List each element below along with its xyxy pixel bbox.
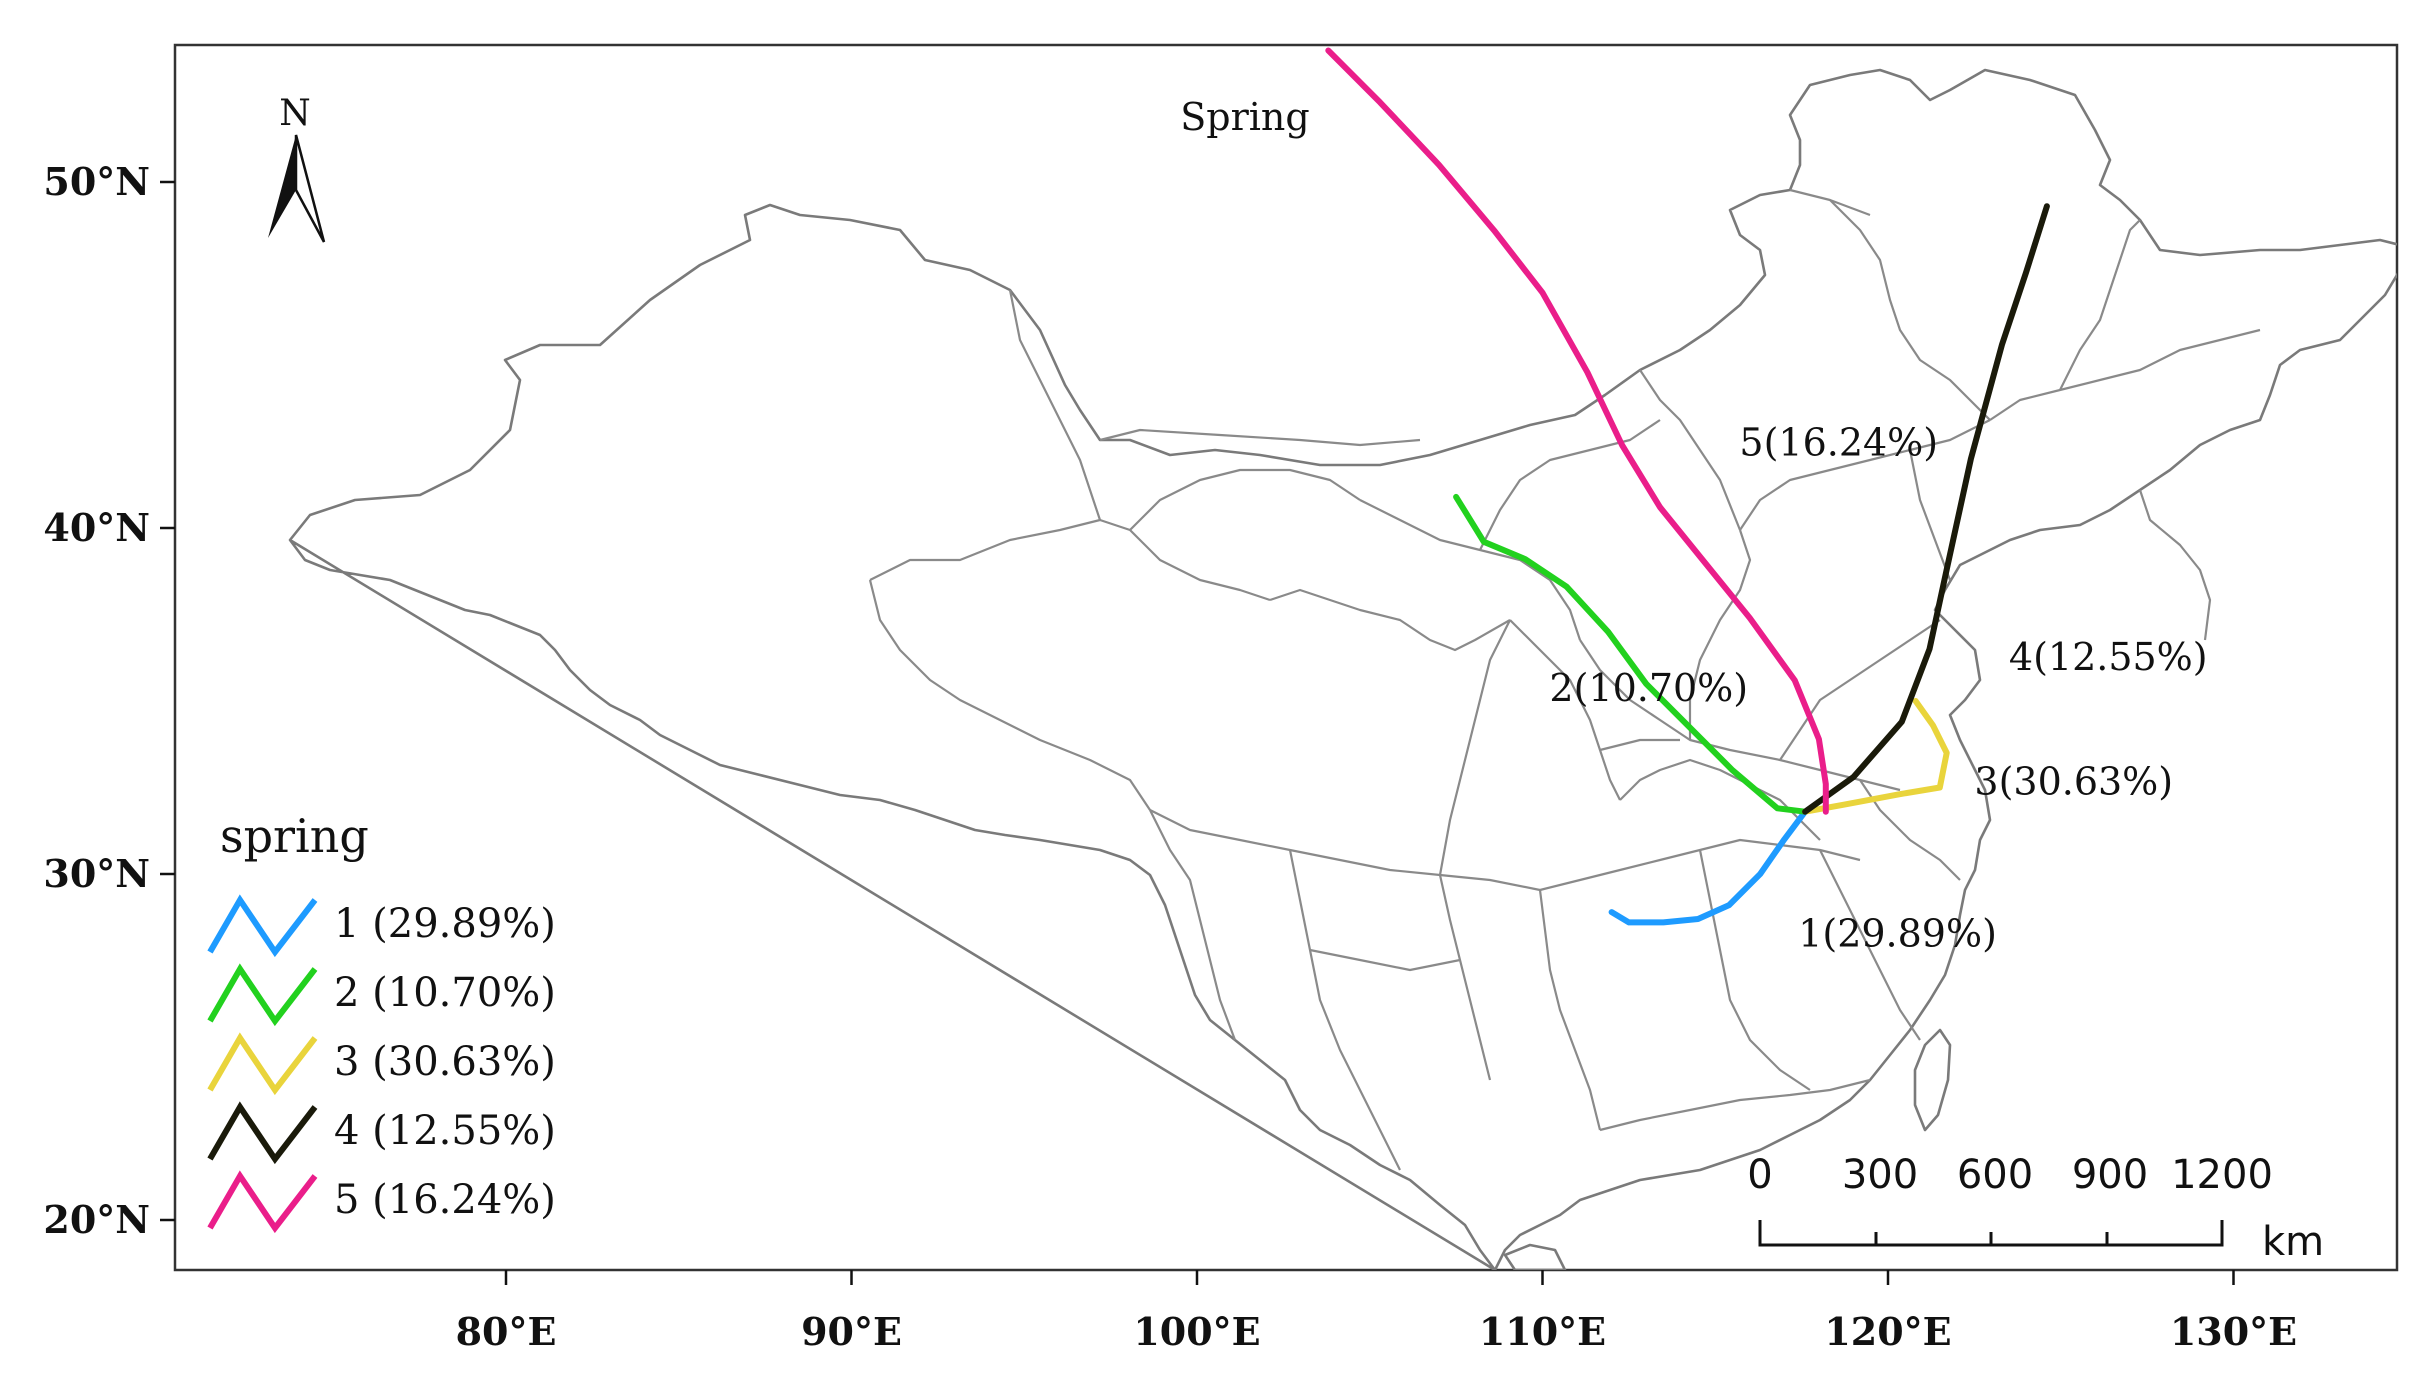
legend-title: spring <box>220 809 369 863</box>
trajectory-label-1: 1(29.89%) <box>1798 912 1997 956</box>
trajectory-label-5: 5(16.24%) <box>1739 420 1938 464</box>
scale-bar-tick-0: 0 <box>1747 1152 1772 1198</box>
legend-item-4: 4 (12.55%) <box>334 1108 556 1154</box>
scale-bar-tick-900: 900 <box>2072 1152 2148 1198</box>
north-arrow-label: N <box>279 93 311 134</box>
legend-item-2: 2 (10.70%) <box>334 970 556 1016</box>
map-title: Spring <box>1180 95 1309 139</box>
lon-label: 80°E <box>456 1309 557 1354</box>
scale-bar-tick-600: 600 <box>1957 1152 2033 1198</box>
trajectory-label-3: 3(30.63%) <box>1974 759 2173 803</box>
scale-bar-tick-1200: 1200 <box>2171 1152 2273 1198</box>
lon-label: 100°E <box>1133 1309 1260 1354</box>
legend-item-1: 1 (29.89%) <box>334 901 556 947</box>
trajectory-label-2: 2(10.70%) <box>1549 666 1748 710</box>
lat-label: 50°N <box>43 159 150 204</box>
lat-label: 20°N <box>43 1197 150 1242</box>
lon-label: 130°E <box>2170 1309 2297 1354</box>
legend-item-5: 5 (16.24%) <box>334 1177 556 1223</box>
lon-label: 90°E <box>801 1309 902 1354</box>
longitude-labels: 80°E 90°E 100°E 110°E 120°E 130°E <box>456 1270 2298 1354</box>
scale-bar-unit: km <box>2262 1219 2324 1265</box>
lon-label: 120°E <box>1824 1309 1951 1354</box>
lat-label: 40°N <box>43 505 150 550</box>
lon-label: 110°E <box>1479 1309 1606 1354</box>
scale-bar-tick-300: 300 <box>1842 1152 1918 1198</box>
latitude-labels: 50°N 40°N 30°N 20°N <box>43 159 175 1242</box>
trajectory-label-4: 4(12.55%) <box>2009 635 2208 679</box>
lat-label: 30°N <box>43 851 150 896</box>
legend-item-3: 3 (30.63%) <box>334 1039 556 1085</box>
